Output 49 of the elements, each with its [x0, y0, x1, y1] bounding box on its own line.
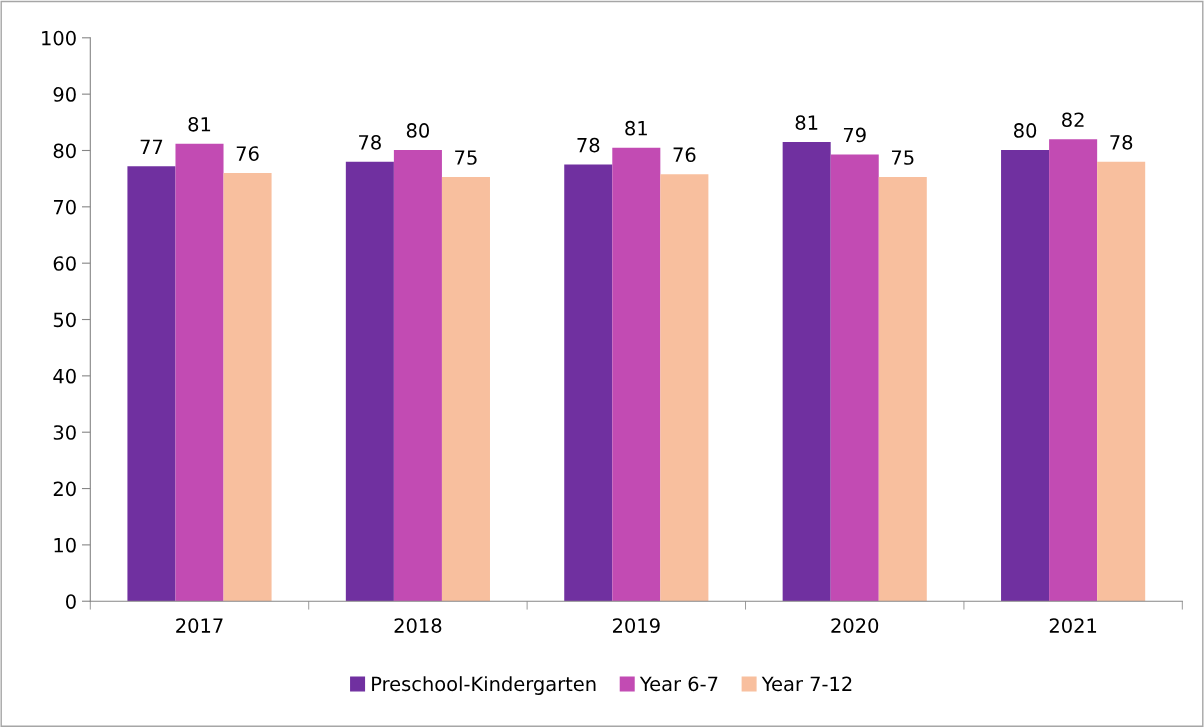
bar	[345, 161, 394, 602]
x-tick-label: 2018	[394, 618, 442, 633]
data-label: 77	[140, 139, 163, 154]
data-label: 80	[406, 123, 429, 138]
bar	[175, 143, 224, 602]
y-tick-label: 10	[54, 537, 76, 553]
y-tick-label: 80	[53, 143, 76, 159]
bar	[830, 154, 879, 602]
data-label: 81	[795, 115, 818, 130]
data-label: 78	[577, 137, 600, 153]
bar	[660, 174, 709, 602]
bar	[1001, 149, 1050, 602]
bar	[393, 149, 442, 602]
y-tick-label: 70	[53, 199, 76, 215]
bar	[878, 176, 927, 602]
bar	[782, 142, 831, 602]
legend-label: Preschool-Kindergarten	[372, 676, 596, 695]
data-label: 82	[1062, 112, 1084, 128]
x-tick-label: 2021	[1049, 618, 1097, 633]
data-label: 80	[1014, 123, 1037, 138]
data-label: 79	[843, 127, 866, 143]
data-label: 76	[673, 147, 696, 163]
y-tick-label: 90	[53, 87, 76, 102]
bar	[441, 176, 490, 602]
data-label: 81	[625, 120, 647, 136]
bar	[564, 164, 613, 602]
y-tick-label: 0	[66, 594, 76, 609]
x-tick-label: 2017	[176, 618, 223, 633]
data-label: 78	[1110, 134, 1133, 150]
bar	[1049, 139, 1098, 602]
data-label: 78	[359, 134, 381, 150]
y-tick-label: 40	[53, 368, 76, 384]
x-tick-label: 2019	[613, 618, 660, 633]
x-tick-label: 2020	[831, 618, 879, 633]
legend-label: Year 6-7	[639, 676, 718, 692]
legend-label: Year 7-12	[761, 676, 852, 692]
data-label: 75	[891, 150, 914, 165]
bar	[612, 147, 661, 602]
y-tick-label: 100	[42, 30, 76, 46]
bar	[127, 166, 176, 602]
y-tick-label: 50	[53, 312, 76, 328]
y-tick-label: 60	[53, 256, 76, 271]
data-label: 76	[236, 146, 259, 161]
data-label: 75	[455, 150, 477, 165]
bar	[1097, 161, 1146, 602]
data-label: 81	[188, 116, 211, 132]
y-tick-label: 30	[53, 425, 76, 440]
bar	[223, 173, 272, 602]
y-tick-label: 20	[53, 481, 76, 497]
